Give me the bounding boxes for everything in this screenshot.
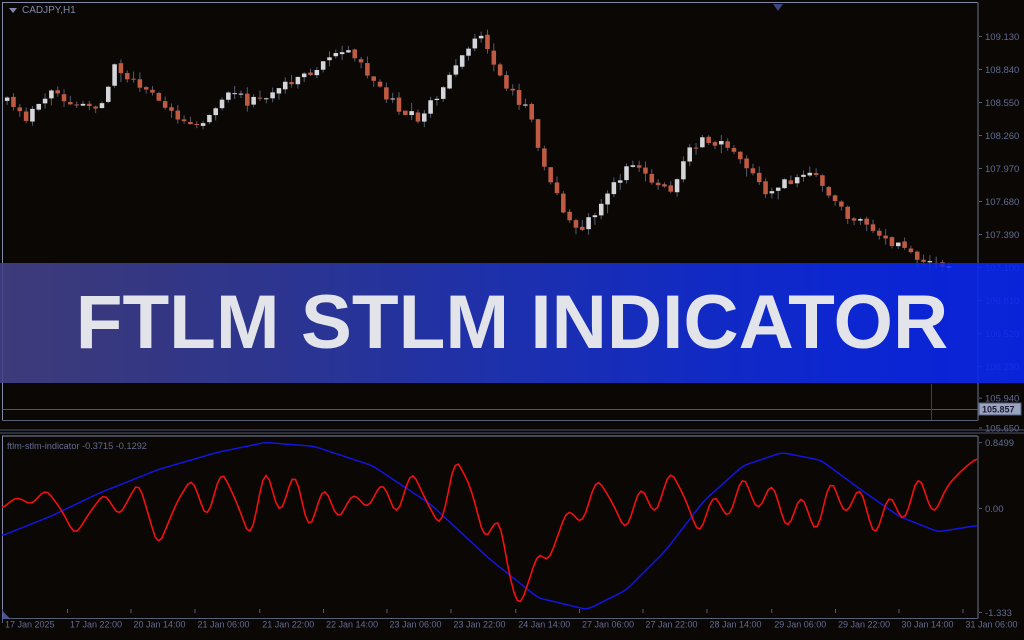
svg-text:-1.333: -1.333 bbox=[985, 608, 1012, 619]
svg-text:107.680: 107.680 bbox=[985, 197, 1019, 208]
svg-text:109.130: 109.130 bbox=[985, 32, 1019, 43]
svg-text:31 Jan 06:00: 31 Jan 06:00 bbox=[966, 620, 1018, 630]
svg-text:22 Jan 14:00: 22 Jan 14:00 bbox=[326, 620, 378, 630]
svg-text:0.8499: 0.8499 bbox=[985, 438, 1014, 449]
svg-text:24 Jan 14:00: 24 Jan 14:00 bbox=[518, 620, 570, 630]
svg-text:23 Jan 22:00: 23 Jan 22:00 bbox=[454, 620, 506, 630]
svg-text:108.550: 108.550 bbox=[985, 98, 1019, 109]
svg-text:21 Jan 06:00: 21 Jan 06:00 bbox=[198, 620, 250, 630]
svg-text:107.970: 107.970 bbox=[985, 164, 1019, 175]
svg-text:0.00: 0.00 bbox=[985, 504, 1004, 515]
svg-text:30 Jan 14:00: 30 Jan 14:00 bbox=[902, 620, 954, 630]
svg-text:17 Jan 22:00: 17 Jan 22:00 bbox=[70, 620, 122, 630]
svg-text:27 Jan 06:00: 27 Jan 06:00 bbox=[582, 620, 634, 630]
svg-text:17 Jan 2025: 17 Jan 2025 bbox=[5, 620, 55, 630]
svg-text:21 Jan 22:00: 21 Jan 22:00 bbox=[262, 620, 314, 630]
svg-text:28 Jan 14:00: 28 Jan 14:00 bbox=[710, 620, 762, 630]
svg-text:108.840: 108.840 bbox=[985, 65, 1019, 76]
svg-text:29 Jan 06:00: 29 Jan 06:00 bbox=[774, 620, 826, 630]
svg-text:105.857: 105.857 bbox=[982, 404, 1015, 414]
svg-text:107.390: 107.390 bbox=[985, 230, 1019, 241]
svg-text:27 Jan 22:00: 27 Jan 22:00 bbox=[646, 620, 698, 630]
svg-text:20 Jan 14:00: 20 Jan 14:00 bbox=[134, 620, 186, 630]
svg-text:29 Jan 22:00: 29 Jan 22:00 bbox=[838, 620, 890, 630]
svg-text:23 Jan 06:00: 23 Jan 06:00 bbox=[390, 620, 442, 630]
svg-text:108.260: 108.260 bbox=[985, 131, 1019, 142]
